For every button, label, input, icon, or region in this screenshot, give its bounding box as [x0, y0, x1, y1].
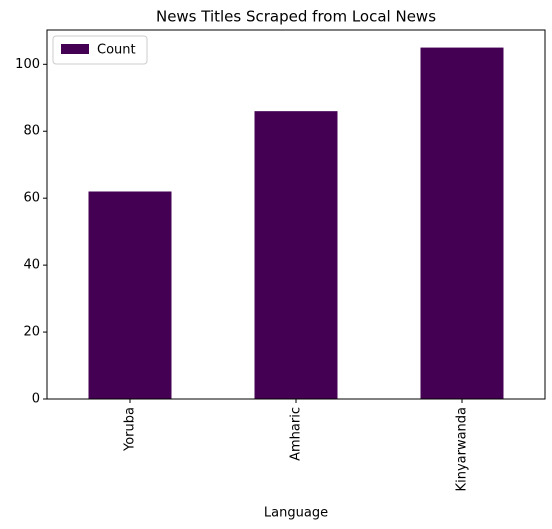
y-tick-label: 80 — [23, 124, 40, 139]
x-tick-label: Yoruba — [123, 407, 138, 452]
x-tick-label: Kinyarwanda — [455, 407, 470, 491]
legend-box — [52, 35, 148, 65]
plot-frame — [46, 29, 546, 400]
legend-label: Count — [97, 43, 136, 58]
chart-title: News Titles Scraped from Local News — [156, 8, 436, 26]
y-tick-label: 0 — [32, 392, 40, 407]
y-tick-label: 40 — [23, 258, 40, 273]
bar — [88, 191, 172, 399]
y-tick-label: 20 — [23, 325, 40, 340]
bar — [254, 111, 338, 399]
y-tick-label: 60 — [23, 191, 40, 206]
x-axis-label: Language — [264, 506, 328, 521]
y-tick-label: 100 — [15, 57, 40, 72]
x-tick-label: Amharic — [289, 407, 304, 461]
bar — [420, 47, 504, 399]
legend-swatch — [61, 44, 89, 54]
